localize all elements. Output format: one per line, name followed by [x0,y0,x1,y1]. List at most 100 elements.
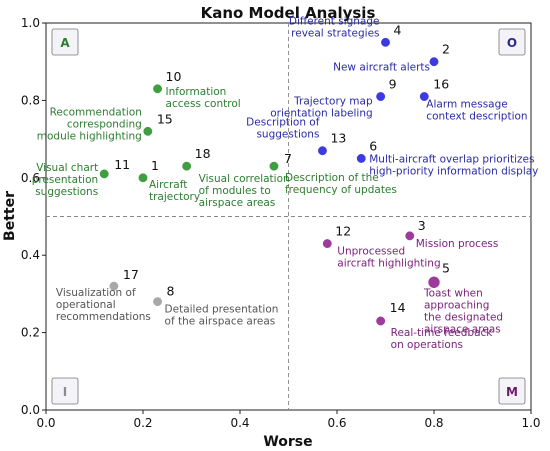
point-description-line: operational [56,299,116,311]
point-description-label-9: Trajectory map orientation labeling [270,96,373,120]
point-id-label-6: 6 [369,138,377,153]
data-point-17 [109,281,119,291]
data-point-10 [153,84,163,94]
quadrant-letter-i: I [63,385,67,399]
data-point-5 [428,276,440,289]
point-description-label-3: Mission process [416,238,499,250]
point-description-line: presentation [32,174,98,186]
quadrant-letter-a: A [60,36,70,50]
point-description-line: of the airspace areas [165,316,276,328]
data-point-16 [419,92,429,101]
quadrant-box-o [498,28,526,56]
point-description-line: Description of [246,117,320,129]
chart-title: Kano Model Analysis [201,4,376,22]
x-axis-title: Worse [263,434,312,450]
point-id-label-8: 8 [167,284,175,299]
point-description-line: Visualization of [56,287,136,299]
y-tick-label: 0.0 [21,403,40,417]
data-point-2 [429,57,439,67]
point-id-label-5: 5 [442,260,450,275]
point-description-line: recommendations [56,311,151,323]
point-id-label-16: 16 [433,77,449,92]
y-tick-label: 0.4 [21,248,40,262]
point-description-label-12: Unprocessed aircraft highlighting [337,246,440,270]
point-description-line: reveal strategies [291,27,379,39]
x-tick-label: 0.8 [424,416,443,430]
y-tick-label: 1.0 [21,16,40,30]
quadrant-box-a [51,28,79,56]
point-description-label-17: Visualization of operational recommendatio… [56,287,151,323]
x-tick-label: 0.2 [133,416,152,430]
point-description-line: Multi-aircraft overlap prioritizes [369,153,534,165]
point-description-line: Toast when [423,287,483,299]
point-description-label-5: Toast when approaching the designated airsp… [423,287,503,335]
data-point-8 [153,297,163,307]
point-id-label-17: 17 [123,267,139,282]
point-description-line: Different signage [289,15,380,27]
point-id-label-18: 18 [195,146,211,161]
point-description-line: corresponding [67,118,142,130]
point-description-label-11: Visual chart presentation suggestions [32,162,98,198]
data-point-14 [376,316,386,326]
point-description-line: approaching [424,299,489,311]
point-description-line: Unprocessed [337,246,405,258]
point-description-line: context description [426,111,527,123]
x-tick-label: 0.0 [36,416,55,430]
point-description-label-4: Different signage reveal strategies [289,15,380,39]
data-point-3 [405,231,415,241]
point-description-label-1: Aircraft trajectory [149,179,200,203]
point-id-label-12: 12 [335,224,351,239]
point-description-label-18: Visual correlation of modules to airspace … [199,173,290,209]
point-description-line: Mission process [416,238,499,250]
point-description-line: on operations [391,339,463,351]
data-point-15 [143,126,153,136]
point-id-label-2: 2 [442,42,450,57]
point-description-line: suggestions [35,186,98,198]
point-description-label-10: Information access control [166,86,241,110]
point-description-line: high-priority information display [369,165,538,177]
point-description-line: access control [166,98,241,110]
point-description-line: Aircraft [149,179,187,191]
point-description-line: module highlighting [37,130,142,142]
point-description-line: frequency of updates [285,184,397,196]
point-description-label-6: Multi-aircraft overlap prioritizes high-p… [369,153,538,177]
point-description-line: Detailed presentation [165,304,279,316]
point-description-line: aircraft highlighting [337,258,440,270]
point-description-line: Visual correlation [199,173,290,185]
point-id-label-13: 13 [330,131,346,146]
point-id-label-11: 11 [114,157,130,172]
point-id-label-15: 15 [157,111,173,126]
data-point-18 [182,161,192,171]
data-point-9 [376,92,386,101]
quadrant-box-m [498,377,526,405]
data-point-7 [269,161,279,171]
x-tick-label: 0.6 [327,416,346,430]
point-description-line: Alarm message [426,99,507,111]
point-description-line: airspace areas [424,323,501,335]
plot-area: 0.0 0.2 0.4 0.6 0.8 1.0 0.0 0.2 0.4 0.6 0.8 1.0 A O I M… [21,15,541,430]
point-description-label-2: New aircraft alerts [333,62,430,74]
quadrant-letter-o: O [507,36,517,50]
y-tick-label: 0.8 [21,93,40,107]
point-description-label-13: Description of suggestions [246,117,320,141]
point-description-line: New aircraft alerts [333,62,430,74]
point-description-label-15: Recommendation corresponding module highli… [37,106,142,142]
point-description-line: Recommendation [50,106,142,118]
point-description-line: Description of the [285,172,379,184]
point-description-line: Information [166,86,227,98]
y-axis-title: Better [2,191,18,241]
point-description-label-8: Detailed presentation of the airspace are… [165,304,279,328]
point-description-line: the designated [424,311,503,323]
point-description-line: suggestions [256,129,319,141]
y-tick-label: 0.2 [21,326,40,340]
point-id-label-4: 4 [394,22,402,37]
x-tick-label: 1.0 [521,416,540,430]
point-id-label-3: 3 [418,218,426,233]
point-description-line: trajectory [149,191,200,203]
point-description-line: Trajectory map [293,96,373,108]
data-point-4 [381,37,390,47]
x-tick-label: 0.4 [230,416,249,430]
point-description-line: orientation labeling [270,108,372,120]
